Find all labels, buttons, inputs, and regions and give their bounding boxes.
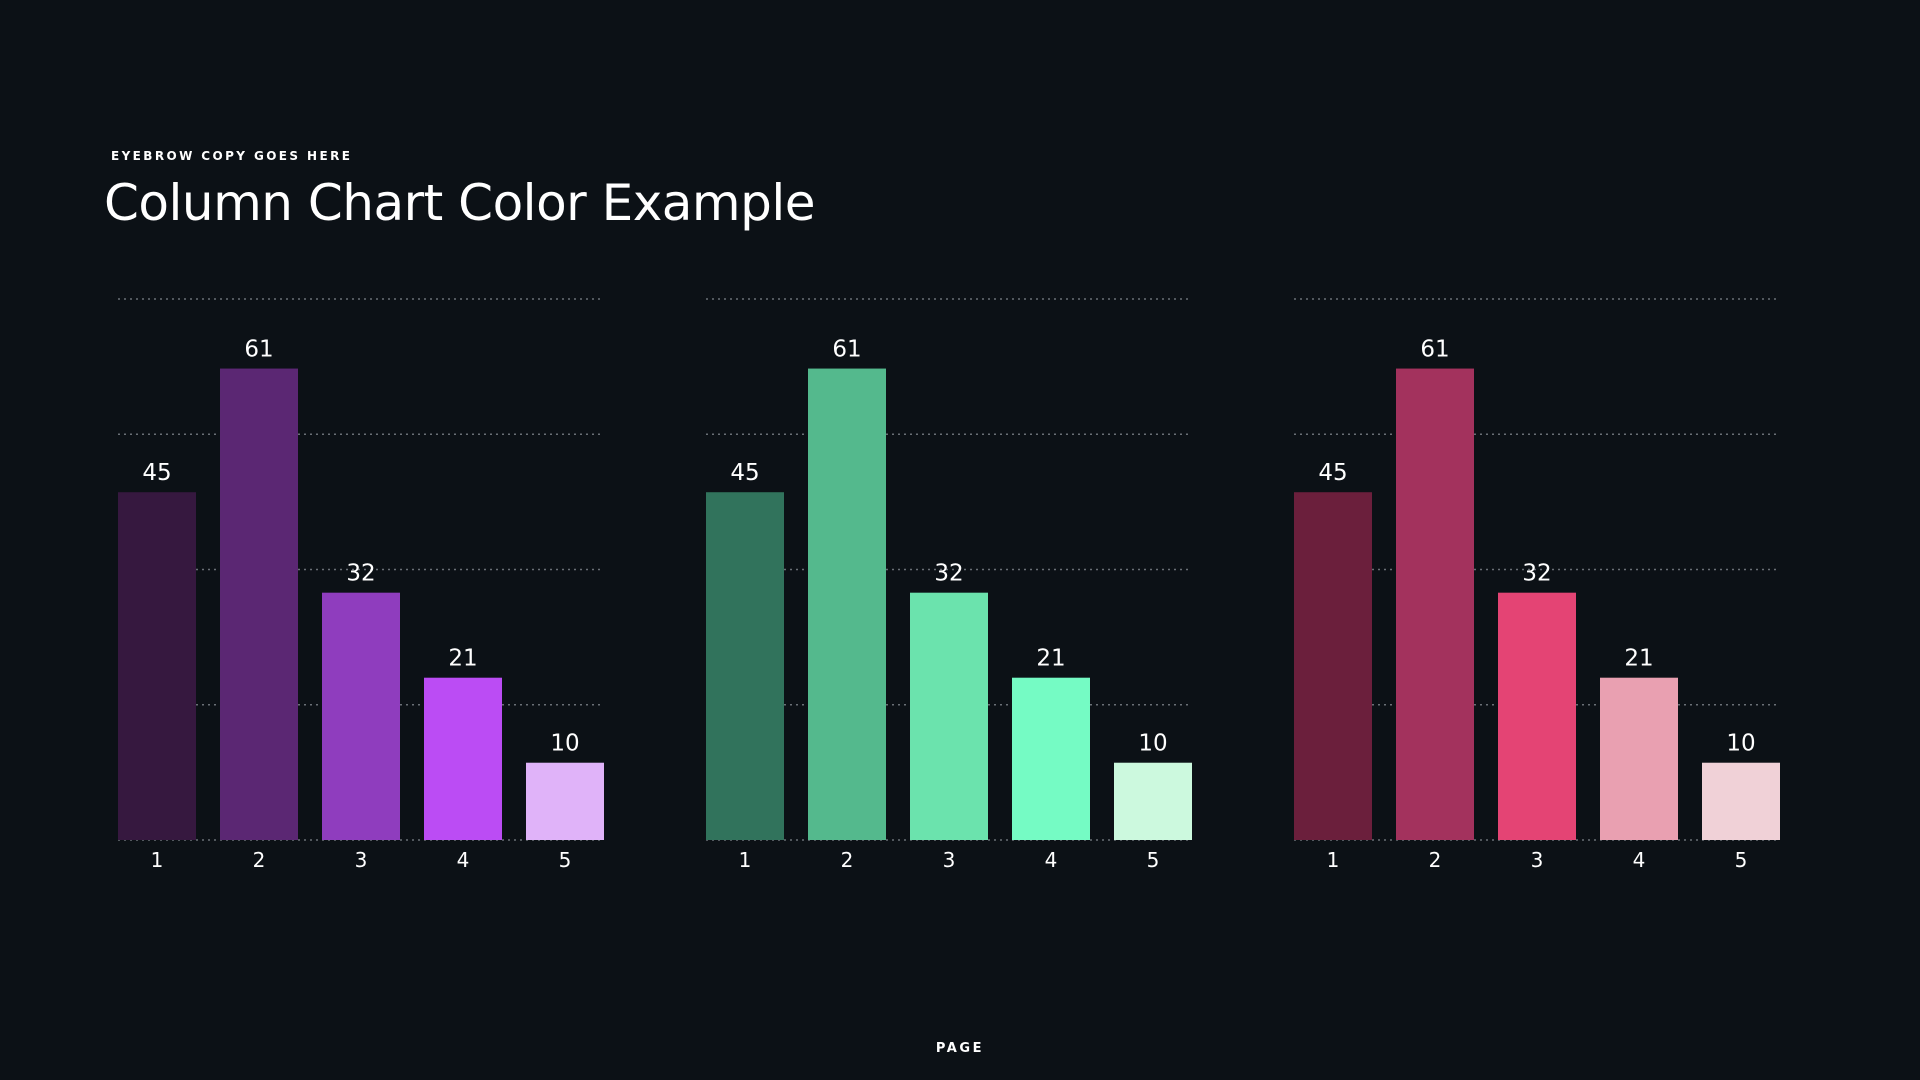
bar-5 [526,762,604,840]
data-label-3: 32 [1522,561,1551,587]
eyebrow-text: EYEBROW COPY GOES HERE [111,149,353,163]
data-label-2: 61 [244,337,273,363]
x-tick-label-3: 3 [1531,848,1544,872]
data-label-3: 32 [934,561,963,587]
page-title: Column Chart Color Example [104,174,816,232]
x-tick-label-3: 3 [943,848,956,872]
bar-1 [706,492,784,840]
bar-5 [1702,762,1780,840]
chart-3: 45 1 61 2 32 3 21 4 10 5 [1294,298,1780,872]
bar-3 [1498,592,1576,840]
x-tick-label-2: 2 [841,848,854,872]
x-tick-label-1: 1 [739,848,752,872]
x-tick-label-4: 4 [1633,848,1646,872]
data-label-2: 61 [1420,337,1449,363]
chart-1: 45 1 61 2 32 3 21 4 10 5 [118,298,604,872]
bar-1 [1294,492,1372,840]
x-tick-label-2: 2 [1429,848,1442,872]
bar-3 [322,592,400,840]
x-tick-label-2: 2 [253,848,266,872]
data-label-5: 10 [1138,731,1167,757]
x-tick-label-5: 5 [1147,848,1160,872]
chart-2: 45 1 61 2 32 3 21 4 10 5 [706,298,1192,872]
bar-1 [118,492,196,840]
data-label-4: 21 [448,646,477,672]
x-tick-label-3: 3 [355,848,368,872]
x-tick-label-5: 5 [1735,848,1748,872]
x-tick-label-5: 5 [559,848,572,872]
page-footer-label: PAGE [935,1041,985,1056]
data-label-2: 61 [832,337,861,363]
data-label-1: 45 [730,460,759,486]
data-label-4: 21 [1036,646,1065,672]
bar-4 [1600,677,1678,840]
bar-5 [1114,762,1192,840]
bar-2 [220,368,298,840]
x-tick-label-4: 4 [457,848,470,872]
bar-3 [910,592,988,840]
x-tick-label-1: 1 [151,848,164,872]
bar-4 [424,677,502,840]
bar-2 [808,368,886,840]
data-label-5: 10 [550,731,579,757]
data-label-4: 21 [1624,646,1653,672]
bar-2 [1396,368,1474,840]
bar-4 [1012,677,1090,840]
x-tick-label-1: 1 [1327,848,1340,872]
data-label-3: 32 [346,561,375,587]
data-label-1: 45 [1318,460,1347,486]
data-label-1: 45 [142,460,171,486]
data-label-5: 10 [1726,731,1755,757]
x-tick-label-4: 4 [1045,848,1058,872]
